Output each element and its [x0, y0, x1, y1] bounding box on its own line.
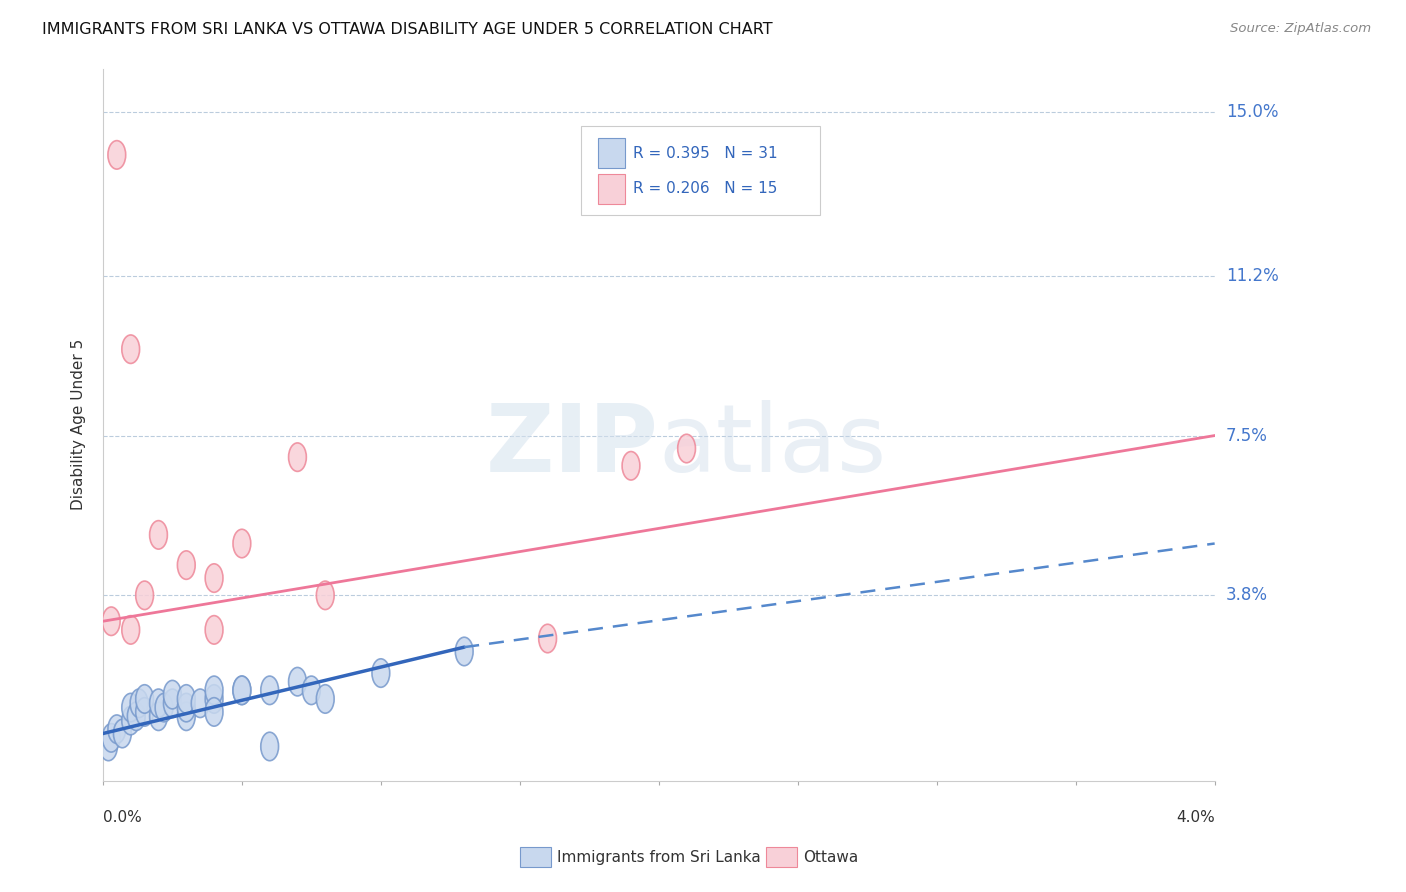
- Text: 15.0%: 15.0%: [1226, 103, 1278, 120]
- Text: R = 0.206   N = 15: R = 0.206 N = 15: [633, 181, 778, 196]
- Ellipse shape: [288, 443, 307, 471]
- Ellipse shape: [122, 693, 139, 722]
- Ellipse shape: [456, 637, 474, 665]
- Ellipse shape: [149, 702, 167, 731]
- Text: 3.8%: 3.8%: [1226, 586, 1268, 604]
- Ellipse shape: [122, 615, 139, 644]
- Ellipse shape: [131, 689, 148, 717]
- Ellipse shape: [260, 676, 278, 705]
- FancyBboxPatch shape: [598, 138, 626, 169]
- Ellipse shape: [316, 685, 335, 714]
- Text: Ottawa: Ottawa: [803, 850, 858, 864]
- Ellipse shape: [233, 676, 250, 705]
- Text: 7.5%: 7.5%: [1226, 426, 1268, 444]
- Text: atlas: atlas: [659, 401, 887, 492]
- Ellipse shape: [302, 676, 321, 705]
- Ellipse shape: [128, 702, 145, 731]
- Ellipse shape: [373, 659, 389, 688]
- Ellipse shape: [155, 693, 173, 722]
- Ellipse shape: [136, 581, 153, 609]
- Ellipse shape: [538, 624, 557, 653]
- Ellipse shape: [621, 451, 640, 480]
- Ellipse shape: [149, 689, 167, 717]
- Ellipse shape: [316, 581, 335, 609]
- Ellipse shape: [136, 698, 153, 726]
- Ellipse shape: [233, 676, 250, 705]
- Ellipse shape: [108, 141, 125, 169]
- Text: Immigrants from Sri Lanka: Immigrants from Sri Lanka: [557, 850, 761, 864]
- FancyBboxPatch shape: [598, 174, 626, 204]
- Text: 0.0%: 0.0%: [103, 810, 142, 824]
- Ellipse shape: [205, 564, 224, 592]
- Ellipse shape: [100, 732, 117, 761]
- Ellipse shape: [205, 676, 224, 705]
- Ellipse shape: [149, 521, 167, 549]
- Ellipse shape: [177, 551, 195, 579]
- Ellipse shape: [288, 667, 307, 696]
- Ellipse shape: [177, 693, 195, 722]
- Ellipse shape: [103, 723, 120, 752]
- Ellipse shape: [108, 715, 125, 743]
- Ellipse shape: [233, 529, 250, 558]
- Ellipse shape: [205, 698, 224, 726]
- Ellipse shape: [260, 732, 278, 761]
- Text: R = 0.395   N = 31: R = 0.395 N = 31: [633, 145, 778, 161]
- FancyBboxPatch shape: [581, 126, 820, 215]
- Ellipse shape: [205, 685, 224, 714]
- Y-axis label: Disability Age Under 5: Disability Age Under 5: [72, 339, 86, 510]
- Ellipse shape: [177, 702, 195, 731]
- Ellipse shape: [163, 689, 181, 717]
- Ellipse shape: [177, 685, 195, 714]
- Ellipse shape: [205, 615, 224, 644]
- Ellipse shape: [191, 689, 209, 717]
- Text: 4.0%: 4.0%: [1175, 810, 1215, 824]
- Text: IMMIGRANTS FROM SRI LANKA VS OTTAWA DISABILITY AGE UNDER 5 CORRELATION CHART: IMMIGRANTS FROM SRI LANKA VS OTTAWA DISA…: [42, 22, 773, 37]
- Ellipse shape: [122, 335, 139, 363]
- Ellipse shape: [122, 706, 139, 735]
- Text: ZIP: ZIP: [486, 401, 659, 492]
- Ellipse shape: [103, 607, 120, 635]
- Ellipse shape: [136, 685, 153, 714]
- Text: Source: ZipAtlas.com: Source: ZipAtlas.com: [1230, 22, 1371, 36]
- Ellipse shape: [114, 719, 131, 747]
- Ellipse shape: [163, 681, 181, 709]
- Ellipse shape: [678, 434, 696, 463]
- Text: 11.2%: 11.2%: [1226, 267, 1278, 285]
